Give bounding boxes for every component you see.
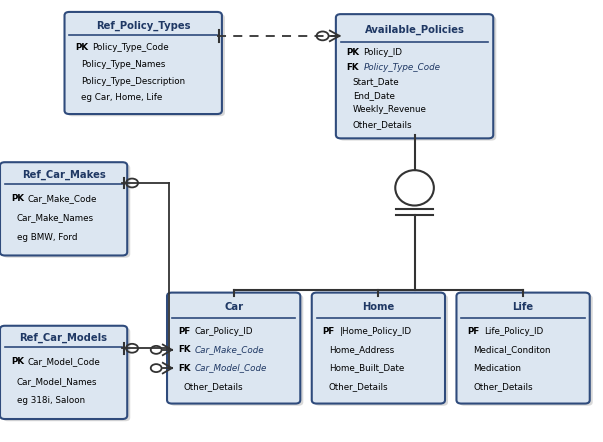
Text: Car_Model_Code: Car_Model_Code: [28, 358, 101, 366]
Text: Other_Details: Other_Details: [353, 120, 412, 129]
Text: PK: PK: [11, 194, 24, 203]
Text: PK: PK: [347, 49, 360, 57]
Text: Ref_Policy_Types: Ref_Policy_Types: [96, 20, 191, 30]
Text: Car_Make_Code: Car_Make_Code: [28, 194, 97, 203]
Text: Weekly_Revenue: Weekly_Revenue: [353, 105, 427, 114]
Text: Life_Policy_ID: Life_Policy_ID: [484, 327, 543, 336]
FancyBboxPatch shape: [0, 326, 127, 419]
Text: Policy_Type_Code: Policy_Type_Code: [92, 43, 169, 53]
Text: Other_Details: Other_Details: [329, 382, 388, 391]
Text: Medication: Medication: [473, 364, 522, 373]
Text: Car_Make_Code: Car_Make_Code: [195, 345, 264, 354]
Text: PK: PK: [75, 43, 89, 53]
FancyBboxPatch shape: [3, 328, 130, 421]
FancyBboxPatch shape: [339, 16, 496, 141]
Text: FK: FK: [347, 63, 359, 72]
Text: Ref_Car_Models: Ref_Car_Models: [20, 333, 107, 343]
Text: Ref_Car_Makes: Ref_Car_Makes: [22, 170, 106, 180]
Text: Policy_Type_Description: Policy_Type_Description: [81, 77, 186, 86]
FancyBboxPatch shape: [65, 12, 222, 114]
FancyBboxPatch shape: [336, 14, 493, 138]
Text: PF: PF: [178, 327, 190, 336]
FancyBboxPatch shape: [315, 295, 448, 406]
Text: eg BMW, Ford: eg BMW, Ford: [17, 233, 77, 242]
Text: Home_Address: Home_Address: [329, 345, 394, 354]
Text: eg 318i, Saloon: eg 318i, Saloon: [17, 396, 85, 405]
Text: Car_Policy_ID: Car_Policy_ID: [195, 327, 253, 336]
Text: Car_Model_Names: Car_Model_Names: [17, 377, 97, 386]
Text: Policy_Type_Names: Policy_Type_Names: [81, 60, 166, 69]
Text: FK: FK: [178, 345, 191, 354]
FancyBboxPatch shape: [312, 293, 445, 404]
Text: |Home_Policy_ID: |Home_Policy_ID: [339, 327, 412, 336]
Text: eg Car, Home, Life: eg Car, Home, Life: [81, 94, 163, 103]
Text: Life: Life: [513, 302, 534, 312]
Text: Other_Details: Other_Details: [473, 382, 533, 391]
Text: Available_Policies: Available_Policies: [365, 25, 464, 35]
Text: PF: PF: [323, 327, 335, 336]
FancyBboxPatch shape: [170, 295, 303, 406]
FancyBboxPatch shape: [167, 293, 300, 404]
FancyBboxPatch shape: [456, 293, 590, 404]
FancyBboxPatch shape: [459, 295, 593, 406]
Text: FK: FK: [178, 364, 191, 373]
FancyBboxPatch shape: [0, 162, 127, 255]
Text: Car: Car: [224, 302, 243, 312]
Text: Other_Details: Other_Details: [184, 382, 244, 391]
Text: Medical_Conditon: Medical_Conditon: [473, 345, 551, 354]
Text: PF: PF: [467, 327, 479, 336]
Text: Home_Built_Date: Home_Built_Date: [329, 364, 404, 373]
FancyBboxPatch shape: [68, 14, 225, 116]
Text: Policy_Type_Code: Policy_Type_Code: [364, 63, 441, 72]
Text: Car_Model_Code: Car_Model_Code: [195, 364, 267, 373]
Text: End_Date: End_Date: [353, 91, 394, 100]
Text: PK: PK: [11, 358, 24, 366]
FancyBboxPatch shape: [3, 164, 130, 258]
Text: Policy_ID: Policy_ID: [364, 49, 403, 57]
Text: Start_Date: Start_Date: [353, 77, 399, 86]
Text: Car_Make_Names: Car_Make_Names: [17, 213, 94, 222]
Text: Home: Home: [362, 302, 394, 312]
